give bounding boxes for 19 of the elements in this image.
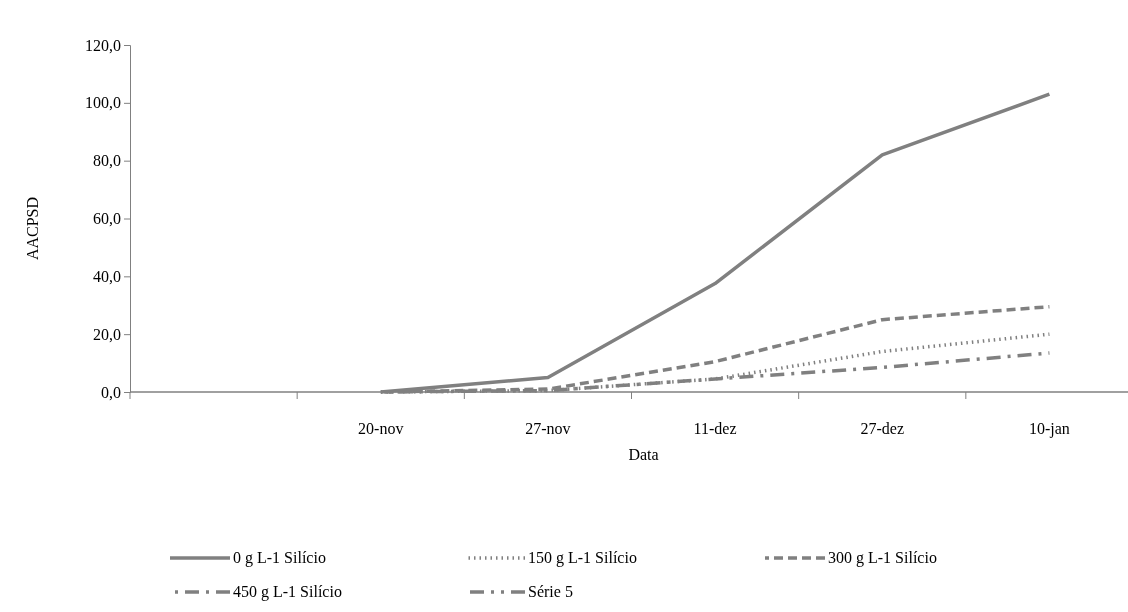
x-tick-label: 27-dez bbox=[860, 420, 905, 437]
x-tick-label: 11-dez bbox=[693, 420, 737, 437]
legend-label: 450 g L-1 Silício bbox=[233, 583, 342, 601]
y-tick-label: 0,0 bbox=[101, 383, 121, 401]
y-tick-label: 120,0 bbox=[85, 36, 121, 54]
x-tick-label: 10-jan bbox=[1028, 420, 1070, 438]
x-tick-label: 20-nov bbox=[358, 420, 404, 437]
y-axis-title: AACPSD bbox=[24, 196, 41, 261]
y-tick-label: 40,0 bbox=[93, 267, 121, 285]
legend-label: 0 g L-1 Silício bbox=[233, 549, 326, 567]
y-tick-label: 100,0 bbox=[85, 94, 121, 112]
legend-label: 150 g L-1 Silício bbox=[528, 549, 637, 567]
x-axis-title: Data bbox=[628, 446, 659, 463]
y-tick-label: 80,0 bbox=[93, 152, 121, 170]
y-tick-label: 60,0 bbox=[93, 210, 121, 228]
legend-label: Série 5 bbox=[528, 583, 573, 600]
legend-label: 300 g L-1 Silício bbox=[828, 549, 937, 567]
x-tick-label: 27-nov bbox=[525, 420, 571, 437]
y-tick-label: 20,0 bbox=[93, 325, 121, 343]
